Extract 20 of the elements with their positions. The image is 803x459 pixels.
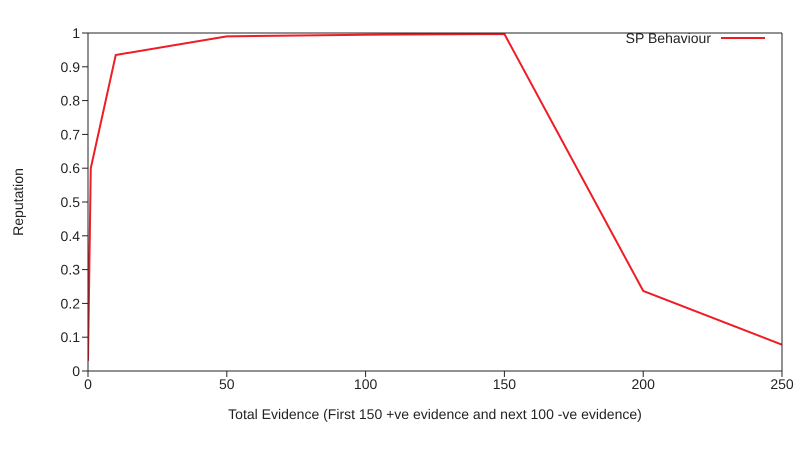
y-tick-label: 0.5 [60,194,80,210]
x-axis-title: Total Evidence (First 150 +ve evidence and next 100 -ve evidence) [228,406,642,422]
x-tick-label: 0 [84,376,92,392]
y-tick-label: 0.3 [60,262,80,278]
y-tick-label: 0.2 [60,295,80,312]
y-tick-label: 0.1 [60,329,80,346]
y-tick-label: 0 [72,362,80,379]
y-axis-title: Reputation [10,168,26,236]
y-tick-label: 0.8 [60,92,80,109]
x-tick-label: 250 [770,376,794,392]
x-tick-label: 50 [219,376,235,392]
y-tick-label: 1 [72,24,80,41]
y-tick-label: 0.4 [60,228,80,244]
legend-label: SP Behaviour [626,30,711,46]
y-tick-label: 0.7 [60,126,80,142]
y-tick-label: 0.9 [60,58,80,75]
x-tick-label: 100 [354,376,378,392]
x-tick-label: 200 [632,376,656,392]
y-tick-label: 0.6 [60,160,80,176]
x-tick-label: 150 [492,376,516,392]
